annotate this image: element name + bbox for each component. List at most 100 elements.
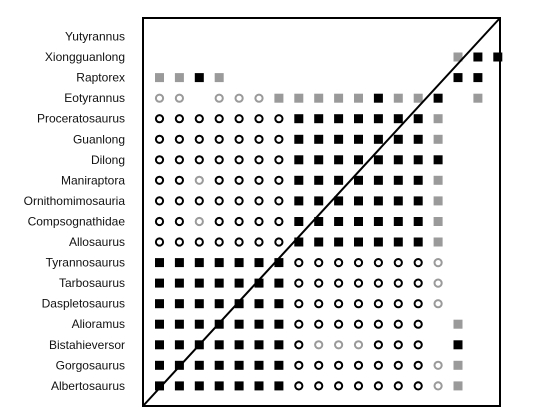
black-circle-mark <box>314 381 324 391</box>
black-circle-mark <box>214 196 224 206</box>
row-label-albertosaurus: Albertosaurus <box>51 379 125 393</box>
grey-circle-mark <box>433 299 443 309</box>
grey-circle-mark <box>433 360 443 370</box>
black-square-mark <box>254 360 264 370</box>
grey-square-mark <box>453 319 463 329</box>
black-square-mark <box>354 155 363 165</box>
black-circle-mark <box>214 237 224 247</box>
black-circle-mark <box>254 237 264 247</box>
black-square-mark <box>254 381 264 391</box>
black-square-mark <box>314 155 324 165</box>
grey-square-mark <box>453 52 463 62</box>
black-circle-mark <box>314 278 324 288</box>
black-square-mark <box>433 93 443 103</box>
black-circle-mark <box>274 114 284 124</box>
black-circle-mark <box>413 381 423 391</box>
grey-square-mark <box>433 134 443 144</box>
black-square-mark <box>234 340 244 350</box>
black-circle-mark <box>234 155 244 165</box>
black-circle-mark <box>194 155 204 165</box>
black-square-mark <box>155 381 164 391</box>
black-circle-mark <box>413 258 423 268</box>
black-circle-mark <box>314 319 324 329</box>
black-circle-mark <box>274 216 284 227</box>
black-circle-mark <box>334 319 344 329</box>
black-square-mark <box>493 52 503 62</box>
black-square-mark <box>214 381 224 391</box>
black-square-mark <box>373 175 383 185</box>
black-circle-mark <box>154 134 165 144</box>
black-square-mark <box>174 258 184 268</box>
grey-square-mark <box>214 73 224 83</box>
row-label-yutyrannus: Yutyrannus <box>65 30 125 44</box>
black-square-mark <box>393 134 403 144</box>
grey-square-mark <box>433 175 443 185</box>
grey-circle-mark <box>314 340 324 350</box>
black-square-mark <box>354 237 363 247</box>
black-square-mark <box>473 73 483 83</box>
black-square-mark <box>373 93 383 103</box>
black-square-mark <box>314 217 324 226</box>
black-square-mark <box>453 340 463 350</box>
grey-square-mark <box>174 73 184 83</box>
black-square-mark <box>174 278 184 288</box>
black-circle-mark <box>314 258 324 268</box>
row-label-gorgosaurus: Gorgosaurus <box>56 358 125 372</box>
black-circle-mark <box>154 216 165 227</box>
black-square-mark <box>234 278 244 288</box>
black-square-mark <box>334 155 344 165</box>
black-circle-mark <box>393 299 403 309</box>
matrix-cells <box>154 52 503 391</box>
grey-circle-mark <box>254 93 264 103</box>
black-square-mark <box>334 114 344 124</box>
black-square-mark <box>214 360 224 370</box>
black-square-mark <box>334 217 344 226</box>
grey-circle-mark <box>433 258 443 268</box>
black-circle-mark <box>373 381 383 391</box>
black-square-mark <box>214 258 224 268</box>
grey-circle-mark <box>194 216 204 227</box>
black-square-mark <box>373 196 383 206</box>
black-circle-mark <box>353 319 364 329</box>
grey-circle-mark <box>194 175 204 185</box>
black-circle-mark <box>154 175 165 185</box>
black-circle-mark <box>214 216 224 227</box>
black-square-mark <box>174 340 184 350</box>
grey-square-mark <box>334 93 344 103</box>
black-square-mark <box>413 237 423 247</box>
grey-square-mark <box>354 93 363 103</box>
black-circle-mark <box>174 216 184 227</box>
black-circle-mark <box>274 155 284 165</box>
black-circle-mark <box>353 360 364 370</box>
black-circle-mark <box>274 237 284 247</box>
black-square-mark <box>393 175 403 185</box>
row-label-daspletosaurus: Daspletosaurus <box>42 297 125 311</box>
black-square-mark <box>214 340 224 350</box>
black-square-mark <box>354 175 363 185</box>
black-circle-mark <box>234 134 244 144</box>
black-circle-mark <box>294 319 304 329</box>
black-square-mark <box>334 175 344 185</box>
black-square-mark <box>194 73 204 83</box>
black-square-mark <box>314 114 324 124</box>
black-circle-mark <box>373 319 383 329</box>
black-square-mark <box>334 196 344 206</box>
black-square-mark <box>294 217 304 226</box>
black-square-mark <box>294 237 304 247</box>
black-circle-mark <box>353 278 364 288</box>
row-label-eotyrannus: Eotyrannus <box>64 91 125 105</box>
black-square-mark <box>234 319 244 329</box>
black-circle-mark <box>373 278 383 288</box>
black-square-mark <box>194 258 204 268</box>
black-square-mark <box>294 114 304 124</box>
black-square-mark <box>334 237 344 247</box>
black-square-mark <box>373 217 383 226</box>
row-label-dilong: Dilong <box>91 153 125 167</box>
black-square-mark <box>234 299 244 309</box>
black-square-mark <box>155 360 164 370</box>
black-square-mark <box>453 73 463 83</box>
black-square-mark <box>174 381 184 391</box>
black-circle-mark <box>393 381 403 391</box>
black-circle-mark <box>334 258 344 268</box>
